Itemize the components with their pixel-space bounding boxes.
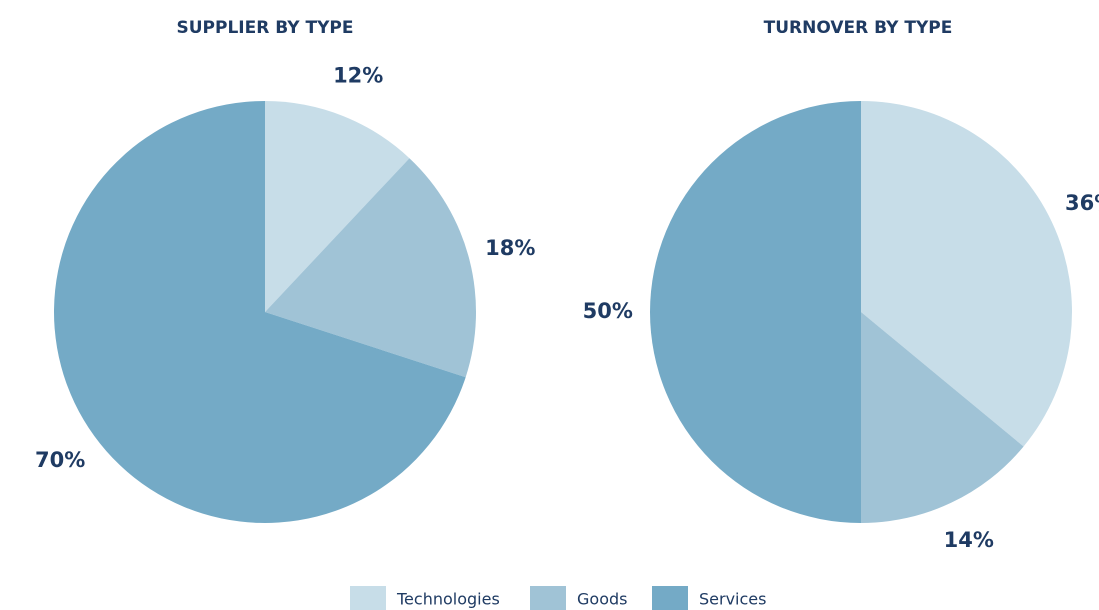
value-label: 14%	[944, 528, 994, 552]
legend-label: Goods	[577, 590, 627, 609]
pie-slice	[650, 101, 861, 523]
chart-title: SUPPLIER BY TYPE	[177, 18, 354, 38]
pie-slice	[861, 312, 1024, 523]
pie-slice	[265, 158, 477, 378]
chart-title: TURNOVER BY TYPE	[764, 18, 953, 38]
value-label: 50%	[583, 299, 633, 323]
pie-slice	[861, 101, 1073, 447]
legend-swatch	[530, 586, 566, 610]
value-label: 36%	[1065, 191, 1099, 215]
legend-label: Technologies	[396, 590, 500, 609]
pie-slice	[265, 101, 410, 312]
value-label: 12%	[333, 64, 383, 88]
pie-slice	[54, 101, 466, 523]
legend-swatch	[652, 586, 688, 610]
value-label: 18%	[485, 236, 535, 260]
value-label: 70%	[35, 448, 85, 472]
legend-label: Services	[699, 590, 766, 609]
legend-swatch	[350, 586, 386, 610]
